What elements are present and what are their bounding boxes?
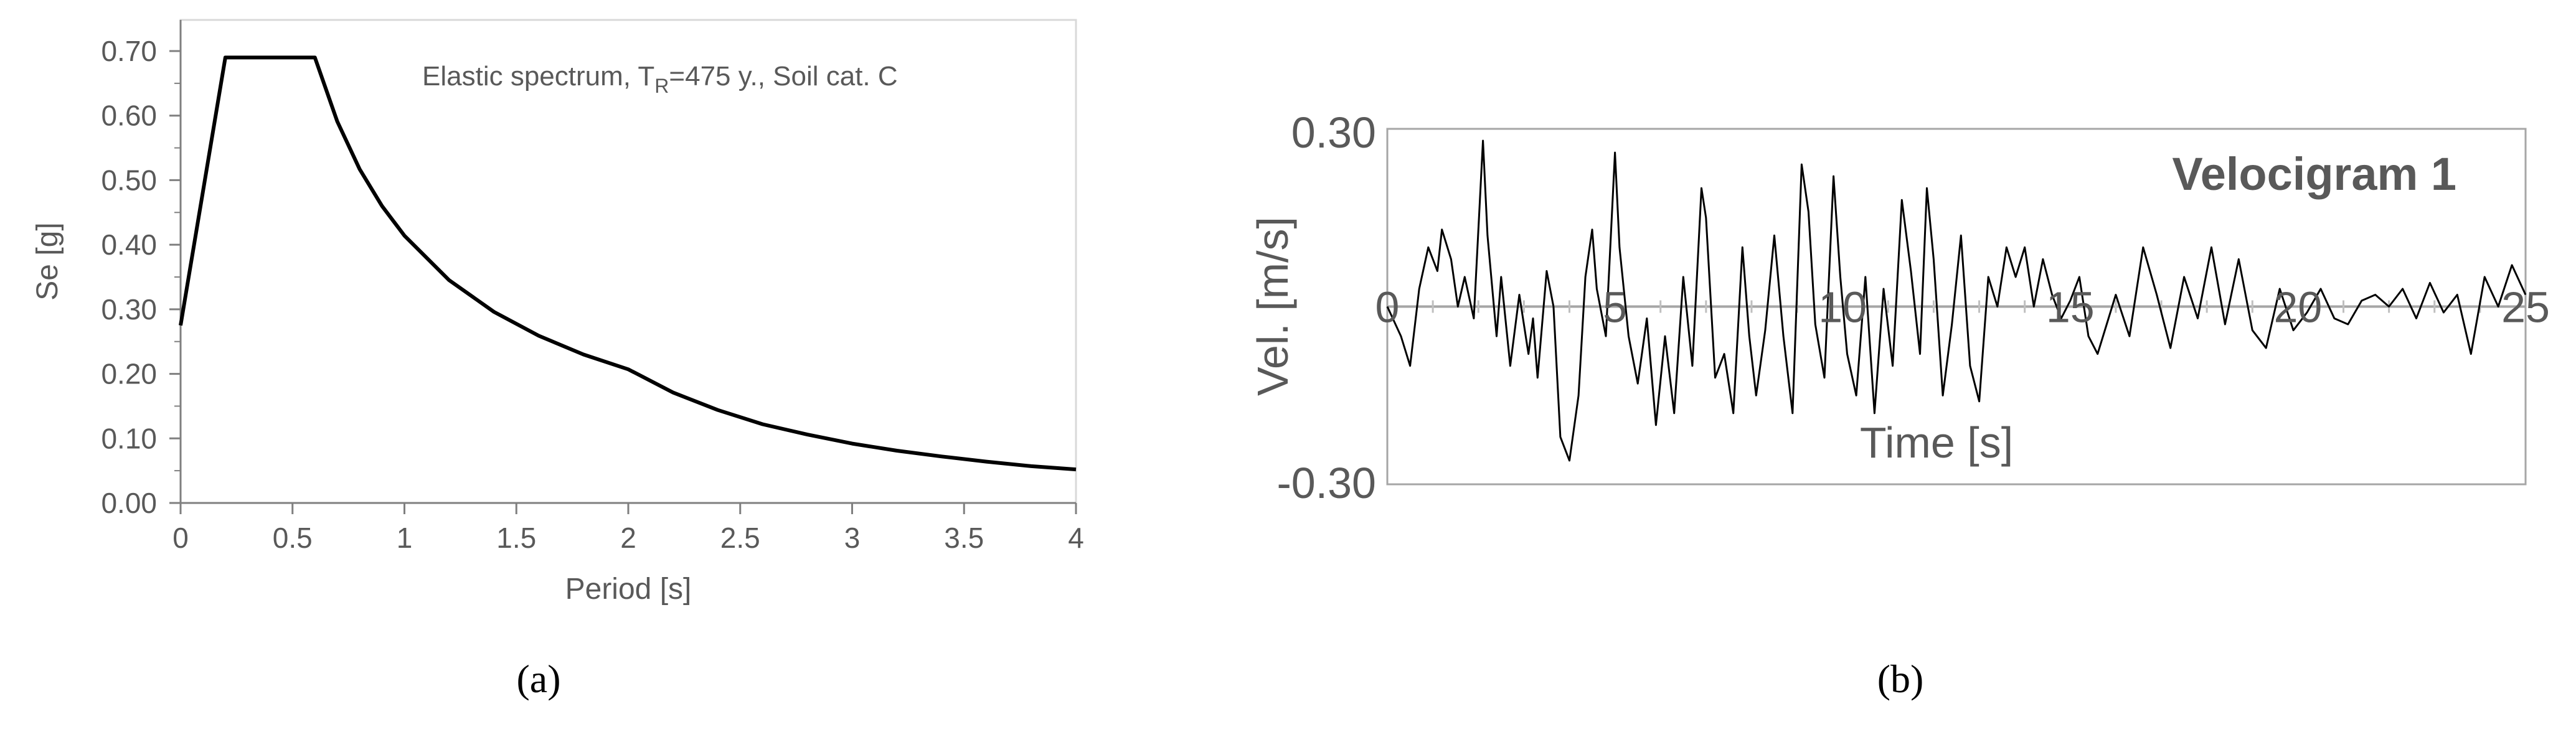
velocigram-x-tick-label: 20 [2273,283,2322,332]
velocigram-x-tick-label: 10 [1818,283,1867,332]
spectrum-x-axis-label: Period [s] [565,573,692,606]
panel-label-a: (a) [516,657,560,701]
spectrum-y-tick-label: 0.60 [101,100,157,132]
spectrum-series-line [179,55,1077,472]
velocigram-title: Velocigram 1 [2172,148,2456,200]
panel-label-b: (b) [1877,657,1924,701]
spectrum-y-tick-label: 0.20 [101,358,157,390]
velocigram-y-axis-label: Vel. [m/s] [1248,217,1297,396]
velocigram-x-tick-label: 15 [2046,283,2095,332]
spectrum-x-tick-label: 0 [172,522,189,554]
spectrum-x-tick-label: 2.5 [720,522,760,554]
spectrum-x-tick-label: 3.5 [944,522,984,554]
velocigram-x-tick-label: 0 [1375,283,1400,332]
spectrum-x-tick-label: 3 [844,522,861,554]
velocigram-x-tick-label: 5 [1603,283,1627,332]
velocigram-x-axis-label: Time [s] [1860,418,2013,467]
spectrum-annotation: Elastic spectrum, TR=475 y., Soil cat. C [422,61,898,97]
spectrum-y-tick-label: 0.10 [101,422,157,454]
velocigram-x-tick-label: 25 [2501,283,2550,332]
velocigram-chart: 0 5 10 15 20 25 0.30 -0.30 Time [s] Vel. [m/s… [1248,108,2550,701]
spectrum-x-tick-label: 0.5 [273,522,313,554]
spectrum-y-axis-label: Se [g] [31,222,64,300]
spectrum-y-tick-label: 0.70 [101,35,157,67]
velocigram-y-tick-label: 0.30 [1291,108,1376,157]
spectrum-y-tick-label: 0.00 [101,487,157,519]
spectrum-x-tick-label: 2 [620,522,636,554]
spectrum-x-tick-label: 1 [397,522,413,554]
spectrum-y-tick-label: 0.50 [101,164,157,196]
spectrum-y-tick-label: 0.30 [101,293,157,326]
spectrum-y-tick-label: 0.40 [101,228,157,261]
velocigram-series-line [1386,139,2527,462]
spectrum-plot-frame [179,19,1077,504]
spectrum-x-tick-label: 1.5 [496,522,536,554]
velocigram-y-tick-label: -0.30 [1276,459,1376,507]
spectrum-x-tick-label: 4 [1068,522,1084,554]
spectrum-chart: 0.00 0.10 0.20 0.30 0.40 0.50 0.60 0.70 0 0.5 1 1.… [31,19,1084,701]
